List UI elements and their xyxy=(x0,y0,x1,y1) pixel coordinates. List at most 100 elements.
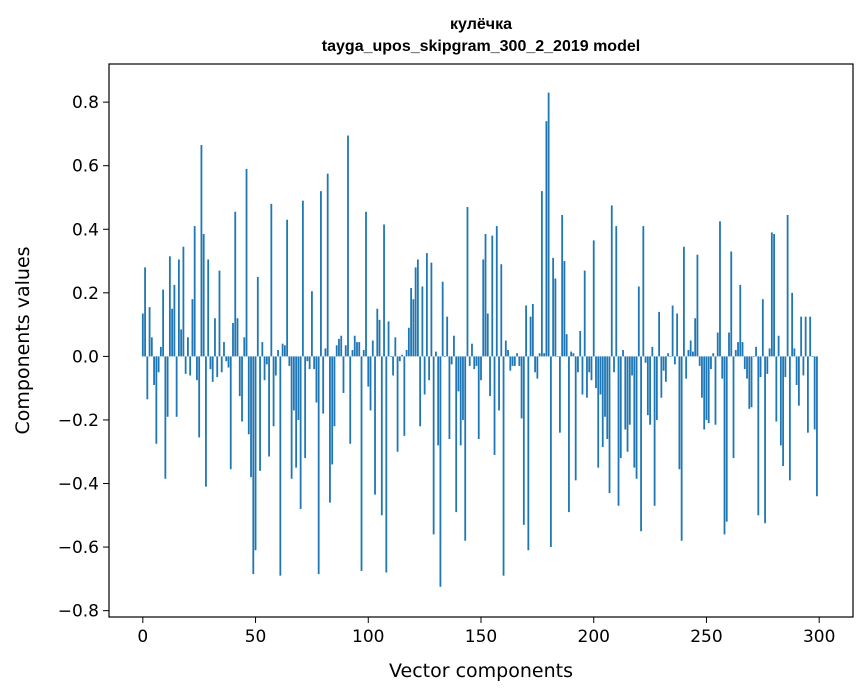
bar-23 xyxy=(193,226,196,357)
bar-260 xyxy=(728,332,730,357)
axes-frame xyxy=(108,63,854,618)
bar-250 xyxy=(705,356,708,420)
bar-139 xyxy=(455,356,458,513)
bar-178 xyxy=(543,353,546,357)
bar-63 xyxy=(283,345,286,357)
bar-125 xyxy=(423,356,426,395)
bar-270 xyxy=(750,356,753,408)
bar-164 xyxy=(511,356,514,366)
bar-261 xyxy=(730,251,733,357)
bar-267 xyxy=(743,356,746,370)
bar-121 xyxy=(414,267,417,357)
bar-242 xyxy=(687,350,690,357)
bar-278 xyxy=(768,348,771,357)
bar-159 xyxy=(500,264,503,357)
bar-233 xyxy=(667,353,670,357)
bar-194 xyxy=(579,330,582,357)
bar-136 xyxy=(448,356,451,440)
bar-26 xyxy=(200,145,203,357)
bar-132 xyxy=(439,356,442,587)
bar-92 xyxy=(349,356,352,444)
bar-281 xyxy=(775,356,778,422)
bar-216 xyxy=(628,356,631,425)
bar-86 xyxy=(335,345,338,357)
bar-97 xyxy=(360,356,363,571)
bar-213 xyxy=(622,350,624,357)
bar-2 xyxy=(146,356,149,400)
bar-43 xyxy=(238,356,241,397)
bar-13 xyxy=(171,308,174,357)
bar-27 xyxy=(202,234,205,357)
bar-118 xyxy=(407,327,410,357)
bar-31 xyxy=(211,356,214,382)
bar-210 xyxy=(615,226,618,357)
bar-80 xyxy=(322,356,325,414)
x-tick-label: 0 xyxy=(137,627,148,647)
bar-160 xyxy=(502,356,505,576)
bar-73 xyxy=(306,356,309,362)
bar-59 xyxy=(274,356,277,376)
bar-62 xyxy=(281,343,284,357)
bar-3 xyxy=(148,307,151,357)
bar-222 xyxy=(642,226,645,357)
bar-21 xyxy=(189,356,192,376)
bar-277 xyxy=(766,356,769,374)
bar-268 xyxy=(746,356,748,379)
bar-237 xyxy=(676,313,679,357)
bar-279 xyxy=(770,232,773,357)
bar-166 xyxy=(516,353,518,357)
bar-206 xyxy=(606,356,609,440)
bar-53 xyxy=(261,342,264,357)
bar-286 xyxy=(786,214,789,357)
bar-33 xyxy=(216,356,219,378)
bar-177 xyxy=(540,191,543,357)
bar-44 xyxy=(241,356,243,422)
bar-36 xyxy=(223,342,225,357)
bar-284 xyxy=(782,356,785,467)
bar-41 xyxy=(234,211,237,357)
bar-67 xyxy=(292,356,295,411)
bar-199 xyxy=(590,356,593,381)
bar-174 xyxy=(534,356,537,373)
bar-95 xyxy=(356,342,358,357)
bar-269 xyxy=(748,356,751,409)
bar-196 xyxy=(583,270,586,357)
bar-195 xyxy=(581,356,584,395)
bar-147 xyxy=(473,356,476,370)
bar-221 xyxy=(640,356,642,532)
bar-202 xyxy=(597,356,600,468)
bar-188 xyxy=(565,334,568,357)
bar-8 xyxy=(159,346,162,357)
bar-265 xyxy=(739,284,742,357)
bar-149 xyxy=(477,356,480,440)
bar-4 xyxy=(150,337,153,357)
bar-116 xyxy=(403,356,406,436)
bar-214 xyxy=(624,356,627,430)
bar-244 xyxy=(692,351,694,357)
bar-99 xyxy=(365,211,367,357)
bar-52 xyxy=(259,356,261,471)
bar-94 xyxy=(353,335,356,357)
bar-29 xyxy=(207,259,210,357)
bar-238 xyxy=(678,356,681,470)
bar-190 xyxy=(570,351,573,357)
x-tick-label: 50 xyxy=(245,627,267,647)
bar-129 xyxy=(432,356,435,535)
bar-283 xyxy=(779,356,782,446)
bar-289 xyxy=(793,348,796,357)
bar-123 xyxy=(419,356,422,427)
bar-292 xyxy=(800,316,803,357)
bar-50 xyxy=(254,356,257,551)
bar-169 xyxy=(522,356,525,525)
bar-88 xyxy=(340,335,343,357)
bar-11 xyxy=(166,356,169,417)
bar-229 xyxy=(658,311,661,357)
bar-241 xyxy=(685,356,688,379)
bar-290 xyxy=(795,356,798,385)
bar-266 xyxy=(741,342,744,357)
bar-85 xyxy=(333,356,336,427)
bar-165 xyxy=(513,356,516,366)
bar-179 xyxy=(545,121,548,357)
bar-146 xyxy=(471,343,473,357)
